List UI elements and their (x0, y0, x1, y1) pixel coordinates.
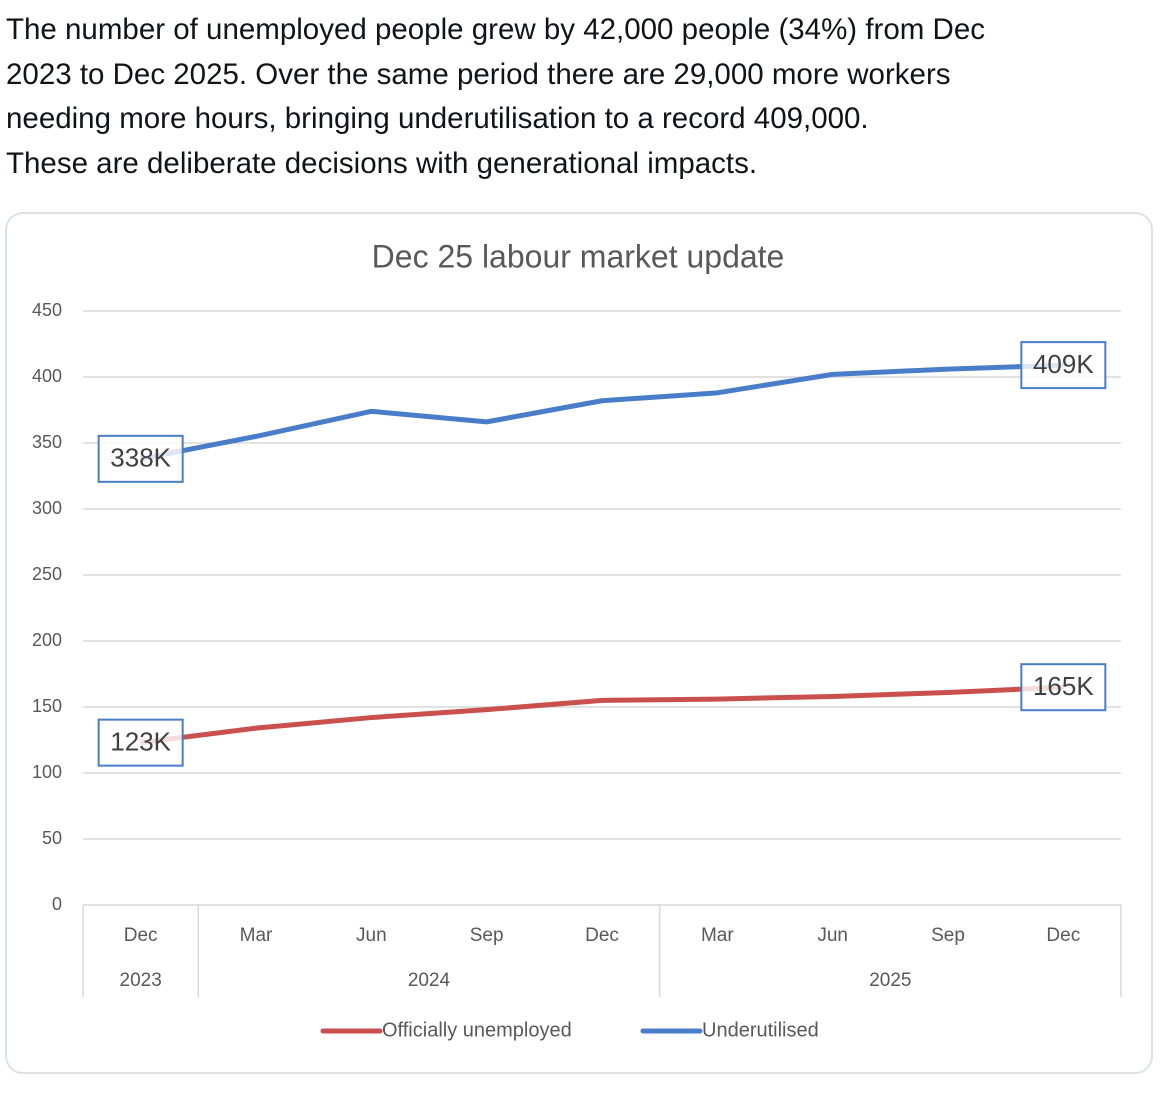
y-tick-label: 300 (32, 498, 62, 518)
x-tick-label: Sep (470, 925, 504, 946)
x-tick-label: Mar (240, 925, 273, 946)
post-text: The number of unemployed people grew by … (6, 8, 985, 186)
legend-label: Underutilised (702, 1019, 819, 1041)
y-tick-label: 250 (32, 564, 62, 584)
x-tick-label: Dec (1046, 925, 1080, 946)
data-label: 165K (1033, 671, 1094, 701)
data-label-box (97, 718, 184, 767)
data-label-box (1020, 341, 1107, 390)
chart-card (5, 212, 1153, 1074)
x-group-label: 2023 (120, 970, 162, 991)
y-tick-label: 350 (32, 432, 62, 452)
y-tick-label: 100 (32, 762, 62, 782)
x-tick-label: Mar (701, 925, 734, 946)
data-label: 338K (110, 443, 171, 473)
y-tick-label: 50 (42, 828, 62, 848)
x-tick-label: Jun (356, 925, 387, 946)
series-line (140, 362, 1064, 462)
y-tick-label: 150 (32, 696, 62, 716)
x-group-label: 2024 (408, 970, 451, 991)
data-label-box (1020, 663, 1107, 712)
x-tick-label: Sep (931, 925, 965, 946)
y-tick-label: 200 (32, 630, 62, 650)
post-line: The number of unemployed people grew by … (6, 13, 985, 46)
series-line (140, 684, 1064, 746)
x-tick-label: Dec (585, 925, 619, 946)
data-label-box (97, 434, 184, 483)
y-tick-label: 0 (52, 894, 62, 914)
post-line: 2023 to Dec 2025. Over the same period t… (6, 57, 951, 91)
y-tick-label: 450 (32, 300, 62, 320)
x-tick-label: Jun (817, 925, 848, 946)
x-tick-label: Dec (124, 925, 158, 946)
x-group-label: 2025 (869, 970, 911, 991)
post-line: These are deliberate decisions with gene… (6, 146, 758, 180)
chart-title: Dec 25 labour market update (372, 238, 785, 274)
legend-label: Officially unemployed (382, 1019, 572, 1041)
data-label: 409K (1033, 349, 1094, 379)
post-line: needing more hours, bringing underutilis… (6, 102, 869, 135)
data-label: 123K (110, 727, 171, 757)
y-tick-label: 400 (32, 366, 62, 386)
